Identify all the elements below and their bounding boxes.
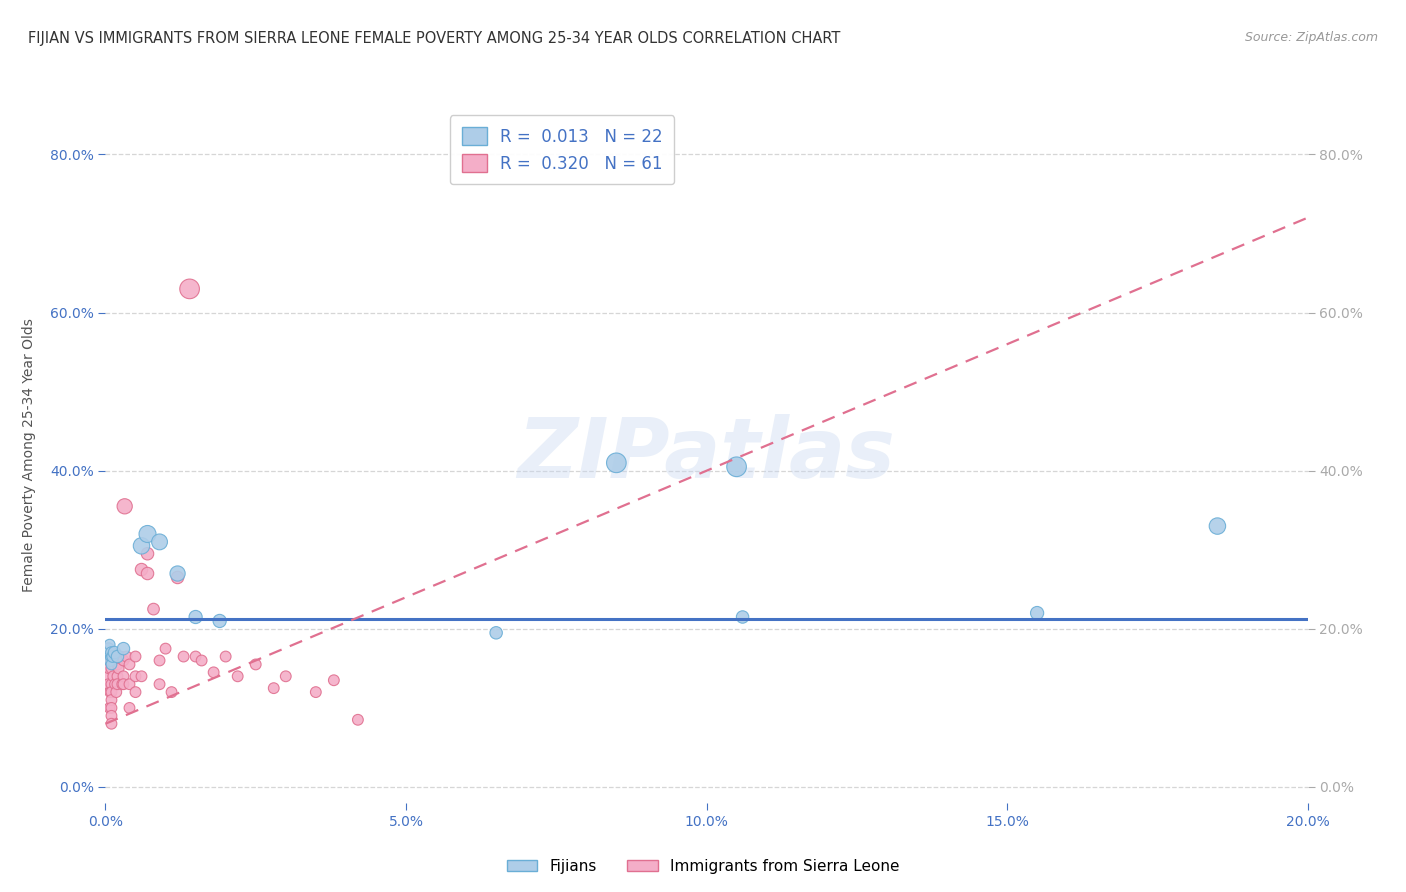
Point bbox=[100, 685, 122, 699]
Point bbox=[179, 282, 201, 296]
Point bbox=[124, 669, 146, 683]
Point bbox=[100, 716, 122, 731]
Point bbox=[148, 534, 170, 549]
Point bbox=[107, 649, 129, 664]
Point bbox=[274, 669, 297, 683]
Point bbox=[100, 661, 122, 675]
Point bbox=[100, 649, 122, 664]
Point bbox=[101, 649, 124, 664]
Point bbox=[136, 566, 159, 581]
Point bbox=[166, 566, 188, 581]
Point bbox=[160, 685, 183, 699]
Point bbox=[1026, 606, 1049, 620]
Point bbox=[184, 610, 207, 624]
Point bbox=[100, 677, 122, 691]
Point bbox=[131, 563, 153, 577]
Point bbox=[731, 610, 754, 624]
Point bbox=[226, 669, 249, 683]
Point bbox=[605, 456, 627, 470]
Point bbox=[103, 646, 125, 660]
Point bbox=[100, 653, 122, 667]
Point bbox=[1206, 519, 1229, 533]
Point bbox=[202, 665, 225, 680]
Point bbox=[103, 653, 125, 667]
Point bbox=[104, 677, 127, 691]
Point bbox=[115, 649, 138, 664]
Point bbox=[166, 570, 188, 584]
Point bbox=[98, 638, 121, 652]
Point bbox=[107, 669, 129, 683]
Point bbox=[142, 602, 165, 616]
Point bbox=[100, 701, 122, 715]
Point bbox=[112, 677, 135, 691]
Point bbox=[305, 685, 328, 699]
Point bbox=[97, 677, 120, 691]
Legend: Fijians, Immigrants from Sierra Leone: Fijians, Immigrants from Sierra Leone bbox=[501, 853, 905, 880]
Text: FIJIAN VS IMMIGRANTS FROM SIERRA LEONE FEMALE POVERTY AMONG 25-34 YEAR OLDS CORR: FIJIAN VS IMMIGRANTS FROM SIERRA LEONE F… bbox=[28, 31, 841, 46]
Point bbox=[118, 657, 141, 672]
Point bbox=[100, 646, 122, 660]
Legend: R =  0.013   N = 22, R =  0.320   N = 61: R = 0.013 N = 22, R = 0.320 N = 61 bbox=[450, 115, 675, 185]
Point bbox=[112, 641, 135, 656]
Point bbox=[347, 713, 370, 727]
Point bbox=[100, 657, 122, 672]
Point bbox=[96, 669, 118, 683]
Point bbox=[136, 547, 159, 561]
Point bbox=[114, 500, 136, 514]
Point bbox=[245, 657, 267, 672]
Point bbox=[118, 677, 141, 691]
Point bbox=[98, 701, 121, 715]
Point bbox=[107, 657, 129, 672]
Point bbox=[98, 661, 121, 675]
Text: ZIPatlas: ZIPatlas bbox=[517, 415, 896, 495]
Point bbox=[100, 693, 122, 707]
Point bbox=[124, 649, 146, 664]
Point bbox=[101, 649, 124, 664]
Point bbox=[208, 614, 231, 628]
Point bbox=[112, 669, 135, 683]
Point bbox=[263, 681, 285, 695]
Y-axis label: Female Poverty Among 25-34 Year Olds: Female Poverty Among 25-34 Year Olds bbox=[22, 318, 37, 592]
Point bbox=[190, 653, 212, 667]
Point bbox=[725, 459, 748, 474]
Point bbox=[136, 527, 159, 541]
Point bbox=[103, 657, 125, 672]
Point bbox=[148, 677, 170, 691]
Point bbox=[155, 641, 177, 656]
Point bbox=[214, 649, 236, 664]
Point bbox=[103, 669, 125, 683]
Text: Source: ZipAtlas.com: Source: ZipAtlas.com bbox=[1244, 31, 1378, 45]
Point bbox=[100, 708, 122, 723]
Point bbox=[105, 685, 128, 699]
Point bbox=[485, 625, 508, 640]
Point bbox=[148, 653, 170, 667]
Point bbox=[131, 539, 153, 553]
Point bbox=[118, 701, 141, 715]
Point bbox=[131, 669, 153, 683]
Point bbox=[173, 649, 195, 664]
Point bbox=[112, 653, 135, 667]
Point bbox=[184, 649, 207, 664]
Point bbox=[107, 661, 129, 675]
Point bbox=[97, 641, 120, 656]
Point bbox=[107, 677, 129, 691]
Point bbox=[110, 649, 132, 664]
Point bbox=[98, 685, 121, 699]
Point bbox=[322, 673, 344, 688]
Point bbox=[124, 685, 146, 699]
Point bbox=[111, 677, 134, 691]
Point bbox=[100, 649, 122, 664]
Point bbox=[98, 653, 121, 667]
Point bbox=[107, 649, 129, 664]
